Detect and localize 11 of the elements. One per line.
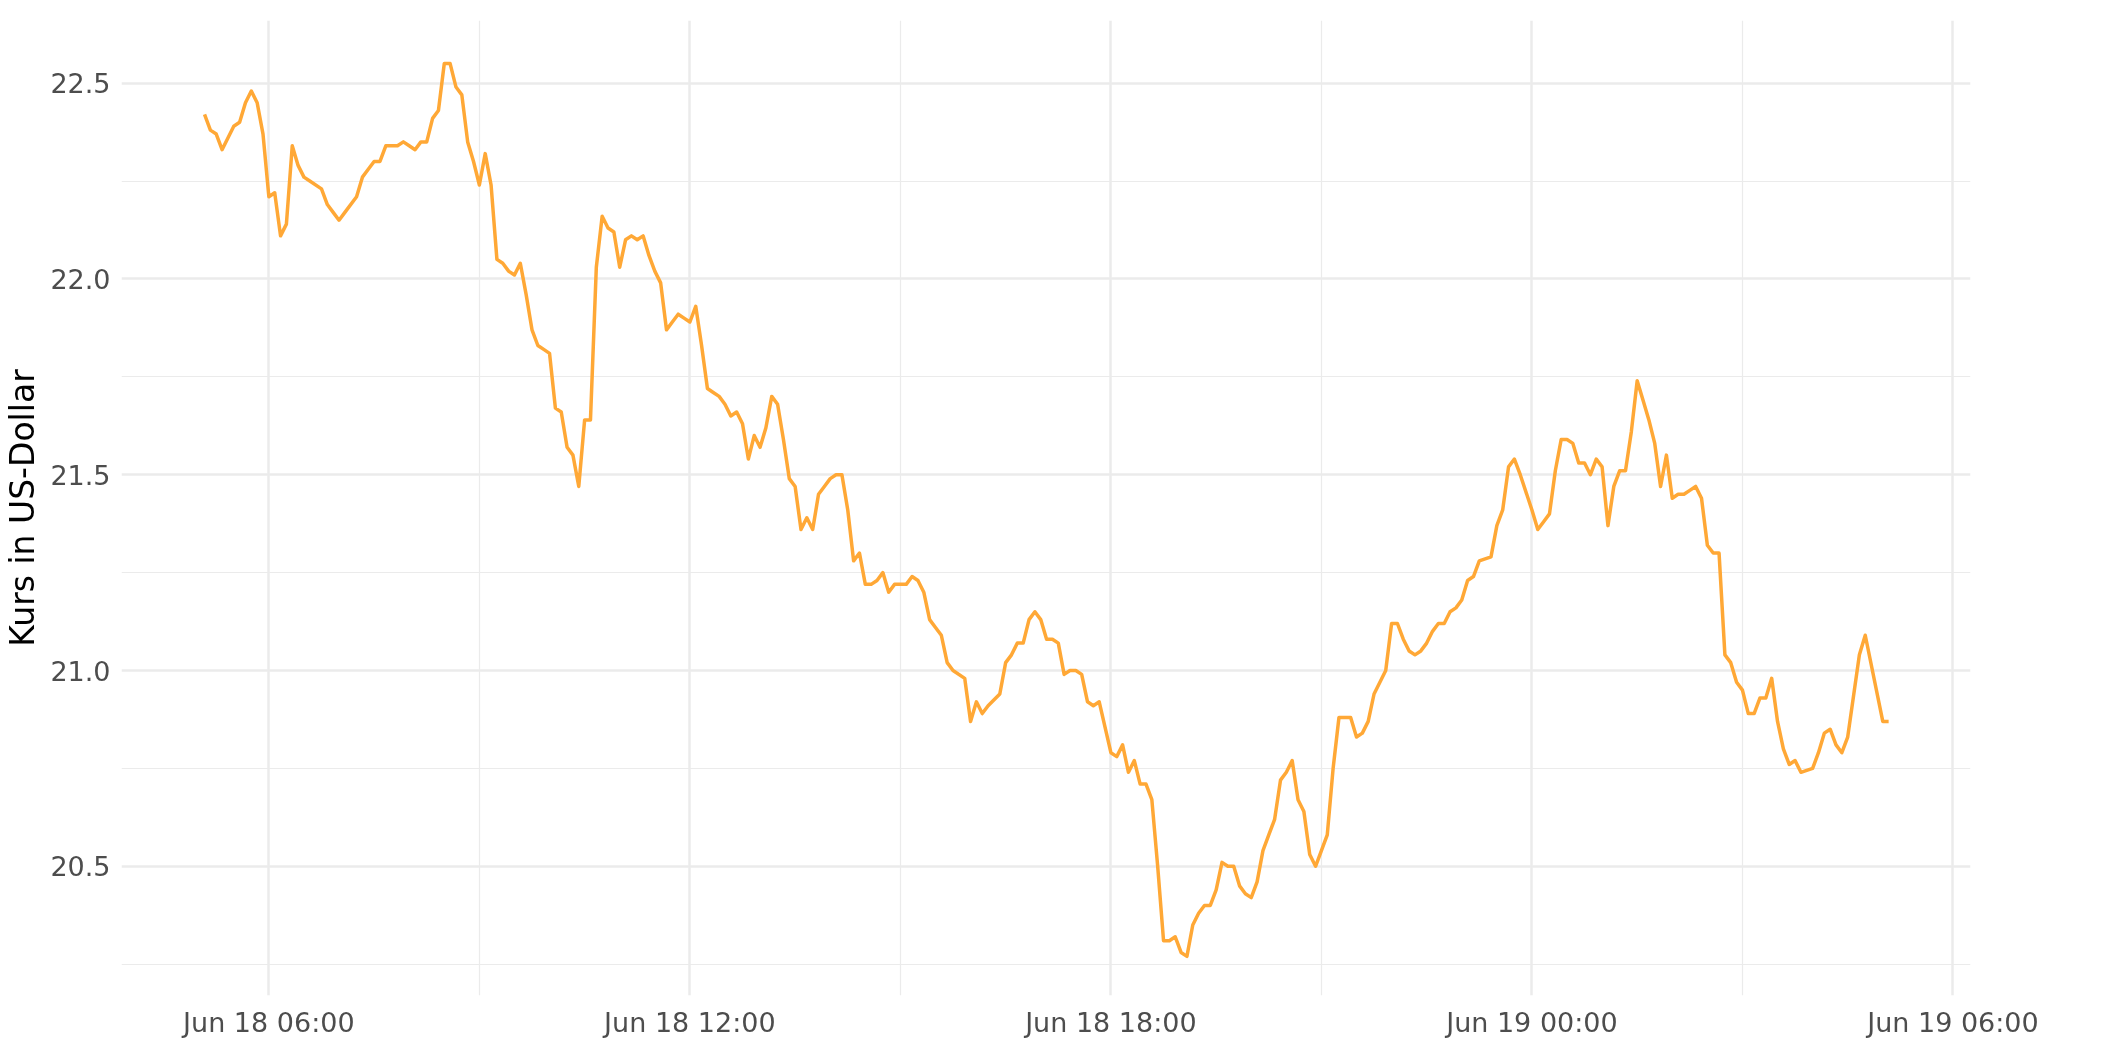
y-tick-label: 22.5 (50, 68, 111, 100)
y-tick-label: 20.5 (50, 851, 111, 883)
x-tick-label: Jun 18 18:00 (1023, 1006, 1197, 1038)
y-tick-label: 21.5 (50, 459, 111, 491)
x-tick-label: Jun 18 06:00 (181, 1006, 355, 1038)
x-tick-label: Jun 19 06:00 (1865, 1006, 2039, 1038)
y-axis-title: Kurs in US-Dollar (3, 368, 43, 647)
y-tick-label: 21.0 (50, 655, 111, 687)
x-tick-label: Jun 19 00:00 (1444, 1006, 1618, 1038)
y-tick-label: 22.0 (50, 263, 111, 295)
x-tick-label: Jun 18 12:00 (602, 1006, 776, 1038)
